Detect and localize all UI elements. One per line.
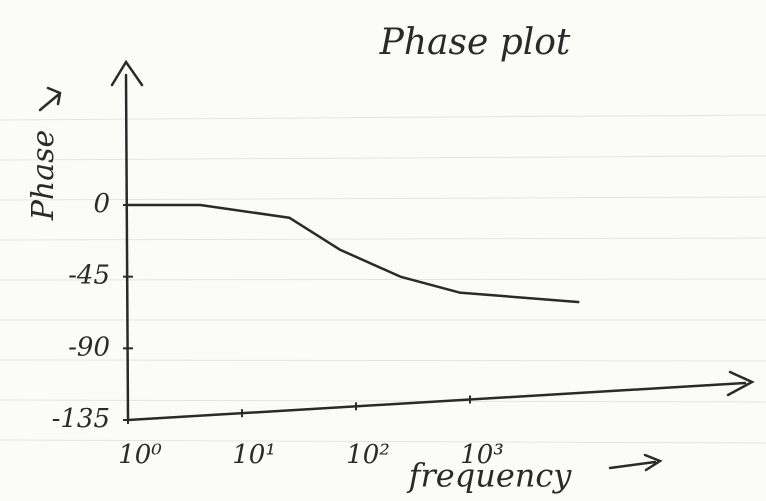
chart-title: Phase plot bbox=[379, 22, 571, 63]
paper bbox=[0, 0, 766, 501]
x-tick-label: 10⁰ bbox=[118, 440, 162, 470]
y-axis-label: Phase bbox=[26, 130, 61, 222]
y-tick-label: 0 bbox=[93, 189, 110, 219]
y-tick-label: -135 bbox=[52, 404, 110, 434]
x-tick-label: 10³ bbox=[460, 440, 504, 470]
chart: Phase plot Phase frequency 0-45-90-13510… bbox=[0, 0, 766, 501]
y-tick-label: -45 bbox=[68, 261, 110, 291]
y-tick-label: -90 bbox=[68, 332, 110, 362]
x-tick-label: 10¹ bbox=[232, 440, 276, 470]
x-tick-label: 10² bbox=[346, 440, 390, 470]
